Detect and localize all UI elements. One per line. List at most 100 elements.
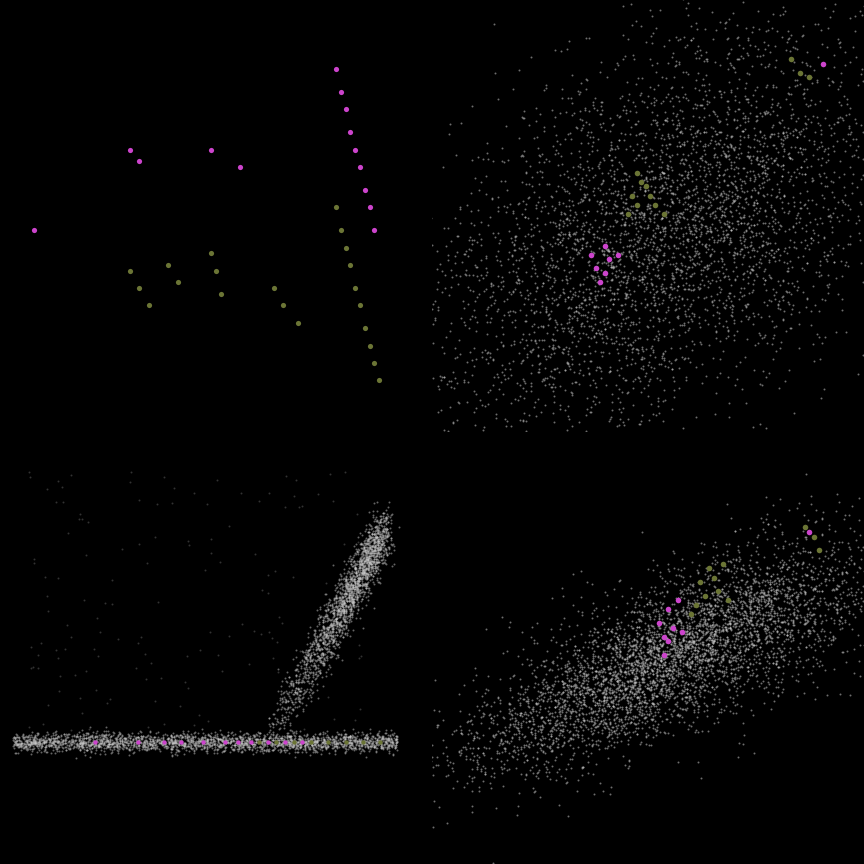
- Point: [208, 725, 222, 739]
- Point: [790, 689, 804, 703]
- Point: [740, 184, 753, 198]
- Point: [729, 684, 743, 698]
- Point: [66, 729, 79, 743]
- Point: [644, 628, 658, 642]
- Point: [667, 632, 681, 645]
- Point: [601, 167, 615, 181]
- Point: [672, 289, 686, 303]
- Point: [691, 247, 705, 261]
- Point: [769, 285, 783, 299]
- Point: [187, 718, 201, 732]
- Point: [671, 612, 685, 626]
- Point: [771, 130, 785, 143]
- Point: [165, 733, 179, 746]
- Point: [357, 556, 371, 570]
- Point: [341, 736, 355, 750]
- Point: [267, 742, 281, 756]
- Point: [144, 656, 158, 670]
- Point: [568, 704, 581, 718]
- Point: [696, 635, 709, 649]
- Point: [486, 17, 500, 31]
- Point: [541, 727, 555, 741]
- Point: [332, 602, 346, 616]
- Point: [608, 665, 622, 679]
- Point: [473, 393, 487, 407]
- Point: [558, 697, 572, 711]
- Point: [831, 33, 845, 47]
- Point: [854, 543, 864, 556]
- Point: [355, 592, 369, 606]
- Point: [801, 614, 815, 628]
- Point: [671, 57, 685, 71]
- Point: [19, 734, 33, 748]
- Point: [774, 132, 788, 146]
- Point: [761, 605, 775, 619]
- Point: [353, 588, 366, 602]
- Point: [299, 671, 313, 685]
- Point: [765, 271, 778, 285]
- Point: [743, 613, 757, 627]
- Point: [716, 618, 730, 632]
- Point: [361, 585, 375, 599]
- Point: [327, 740, 340, 753]
- Point: [59, 736, 73, 750]
- Point: [314, 624, 328, 638]
- Point: [277, 735, 291, 749]
- Point: [363, 587, 377, 600]
- Point: [363, 556, 377, 569]
- Point: [699, 226, 713, 240]
- Point: [612, 59, 626, 73]
- Point: [109, 740, 123, 753]
- Point: [527, 494, 541, 508]
- Point: [258, 738, 272, 752]
- Point: [139, 730, 153, 744]
- Point: [124, 735, 137, 749]
- Point: [27, 732, 41, 746]
- Point: [838, 188, 852, 202]
- Point: [400, 269, 414, 283]
- Point: [581, 766, 595, 780]
- Point: [98, 733, 112, 746]
- Point: [338, 610, 352, 624]
- Point: [270, 727, 283, 741]
- Point: [134, 733, 148, 746]
- Point: [219, 733, 232, 746]
- Point: [694, 604, 708, 618]
- Point: [742, 589, 756, 603]
- Point: [639, 730, 653, 744]
- Point: [109, 734, 123, 747]
- Point: [768, 206, 782, 219]
- Point: [636, 639, 650, 653]
- Point: [305, 674, 319, 688]
- Point: [599, 683, 613, 696]
- Point: [330, 606, 344, 619]
- Point: [743, 595, 757, 609]
- Point: [766, 602, 779, 616]
- Point: [339, 587, 353, 600]
- Point: [486, 226, 500, 240]
- Point: [751, 79, 765, 93]
- Point: [833, 622, 847, 636]
- Point: [579, 31, 593, 45]
- Point: [800, 238, 814, 252]
- Point: [344, 581, 358, 595]
- Point: [312, 691, 326, 705]
- Point: [476, 746, 490, 760]
- Point: [655, 178, 669, 192]
- Point: [649, 253, 663, 267]
- Point: [326, 601, 340, 615]
- Point: [680, 233, 694, 247]
- Point: [594, 650, 608, 664]
- Point: [648, 180, 662, 194]
- Point: [579, 708, 593, 721]
- Point: [666, 727, 680, 741]
- Point: [749, 616, 763, 630]
- Point: [308, 659, 322, 673]
- Point: [337, 614, 351, 628]
- Point: [305, 736, 319, 750]
- Point: [354, 566, 368, 580]
- Point: [476, 152, 490, 166]
- Point: [213, 738, 226, 752]
- Point: [613, 640, 627, 654]
- Point: [623, 673, 637, 687]
